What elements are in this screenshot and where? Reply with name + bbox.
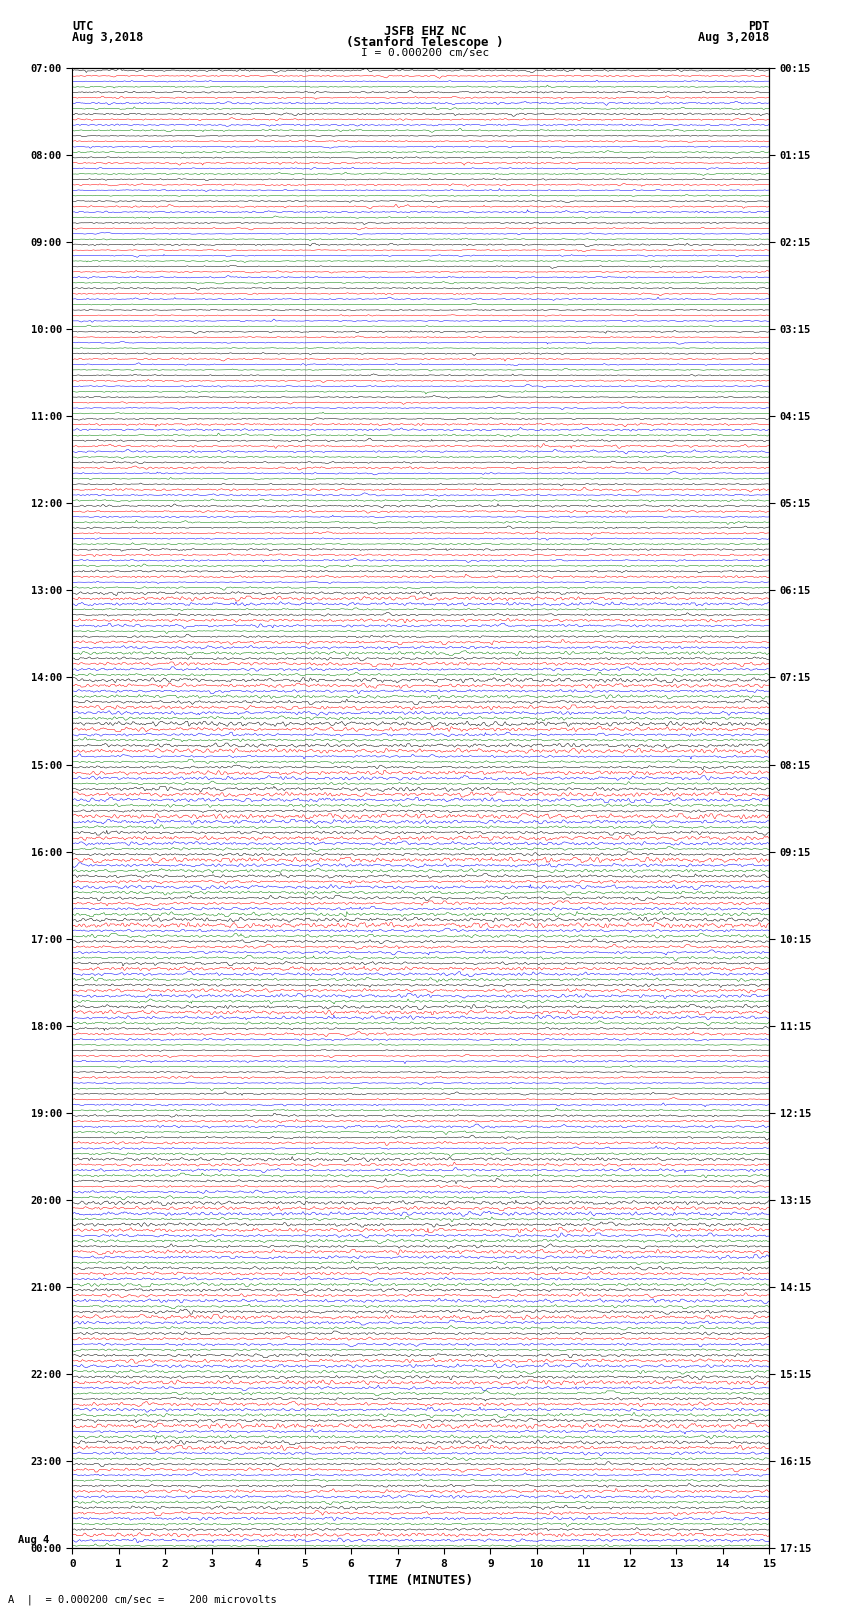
- Text: Aug 3,2018: Aug 3,2018: [72, 31, 144, 45]
- Text: PDT: PDT: [748, 19, 769, 34]
- Text: Aug 3,2018: Aug 3,2018: [698, 31, 769, 45]
- Text: I = 0.000200 cm/sec: I = 0.000200 cm/sec: [361, 47, 489, 58]
- Text: Aug 4: Aug 4: [18, 1536, 49, 1545]
- Text: JSFB EHZ NC: JSFB EHZ NC: [383, 24, 467, 39]
- Text: A  |  = 0.000200 cm/sec =    200 microvolts: A | = 0.000200 cm/sec = 200 microvolts: [8, 1594, 277, 1605]
- X-axis label: TIME (MINUTES): TIME (MINUTES): [368, 1574, 473, 1587]
- Text: (Stanford Telescope ): (Stanford Telescope ): [346, 37, 504, 50]
- Text: UTC: UTC: [72, 19, 94, 34]
